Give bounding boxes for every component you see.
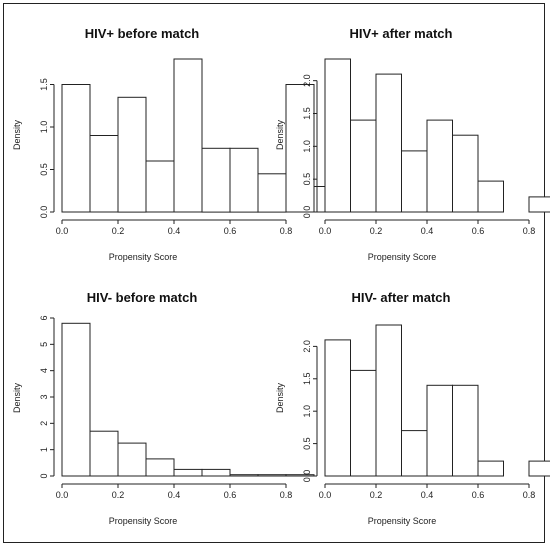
y-tick-label: 0 [39,473,49,478]
x-tick-label: 0.8 [280,226,293,236]
histogram-panel-4: HIV- after match 0.0 0.5 1.0 1.5 2.0 0.0 0.2 0.4… [275,290,550,526]
histogram-bar [401,430,428,477]
histogram-bar [426,119,453,213]
histogram-bar [477,180,504,213]
y-tick-label: 1.0 [302,140,312,153]
x-tick-label: 0.2 [370,490,383,500]
x-tick-label: 0.8 [523,490,536,500]
x-axis-label: Propensity Score [368,516,437,526]
y-tick-label: 0.5 [302,437,312,450]
y-tick-label: 0.5 [39,163,49,176]
chart-title: HIV- after match [352,290,451,305]
y-tick-label: 1.5 [39,78,49,91]
y-tick-label: 1 [39,447,49,452]
y-tick-label: 0.5 [302,173,312,186]
y-axis-label: Density [275,119,285,150]
histogram-bar [375,324,402,477]
x-tick-label: 0.4 [421,490,434,500]
histogram-bar [257,474,287,477]
histogram-panel-3: HIV- before match 0 1 2 3 4 5 6 0.0 0.2 0.4 0.6 0.8 P… [12,290,315,526]
histogram-bar [452,134,479,213]
histogram-bar [117,442,147,477]
histogram-bar [173,468,203,477]
x-tick-label: 0.4 [168,226,181,236]
y-tick-label: 0.0 [302,470,312,483]
histogram-bar [350,369,377,477]
histogram-bar [257,173,287,213]
histogram-bar [375,73,402,213]
histogram-bar [89,430,119,477]
x-tick-label: 0.4 [421,226,434,236]
y-tick-label: 0.0 [302,206,312,219]
x-tick-label: 0.4 [168,490,181,500]
chart-title: HIV- before match [87,290,198,305]
x-tick-label: 0.6 [224,490,237,500]
y-tick-label: 5 [39,342,49,347]
histogram-bar [61,322,91,477]
histogram-bar [61,84,91,213]
y-tick-label: 1.5 [302,107,312,120]
histogram-bar [145,160,175,213]
x-tick-label: 0.6 [472,490,485,500]
x-tick-label: 0.0 [56,490,69,500]
histogram-panel-2: HIV+ after match 0.0 0.5 1.0 1.5 2.0 0.0 0.2 0.4… [275,26,550,262]
x-tick-label: 0.0 [319,490,332,500]
histogram-bar [145,458,175,477]
histogram-bar [229,474,259,477]
histogram-bar [201,147,231,213]
histogram-bar [401,150,428,213]
x-tick-label: 0.0 [56,226,69,236]
x-tick-label: 0.2 [112,226,125,236]
x-tick-label: 0.8 [523,226,536,236]
x-tick-label: 0.2 [112,490,125,500]
histogram-bar [117,96,147,213]
y-tick-label: 2.0 [302,340,312,353]
y-tick-label: 1.5 [302,373,312,386]
y-tick-label: 1.0 [39,121,49,134]
y-axis-label: Density [275,382,285,413]
y-tick-label: 2 [39,421,49,426]
y-tick-label: 4 [39,368,49,373]
histogram-bar [201,468,231,477]
x-tick-label: 0.2 [370,226,383,236]
y-tick-label: 6 [39,315,49,320]
histogram-bar [324,339,351,477]
histogram-panel-1: HIV+ before match 0.0 0.5 1.0 1.5 0.0 0.2 0.4 0.… [12,26,343,262]
histogram-bar [528,460,550,477]
histogram-bar [528,196,550,213]
y-tick-label: 3 [39,394,49,399]
x-tick-label: 0.8 [280,490,293,500]
y-tick-label: 0.0 [39,206,49,219]
histogram-bar [324,58,351,213]
x-axis-label: Propensity Score [109,516,178,526]
x-axis-label: Propensity Score [109,252,178,262]
histogram-bar [285,474,315,477]
histogram-bar [426,384,453,477]
x-tick-label: 0.6 [472,226,485,236]
y-tick-label: 1.0 [302,405,312,418]
x-tick-label: 0.0 [319,226,332,236]
y-axis-label: Density [12,382,22,413]
chart-title: HIV+ after match [350,26,453,41]
histogram-bar [477,460,504,477]
histogram-bar [229,147,259,213]
histogram-bar [89,135,119,213]
y-tick-label: 2.0 [302,74,312,87]
x-axis-label: Propensity Score [368,252,437,262]
x-tick-label: 0.6 [224,226,237,236]
histogram-bar [452,384,479,477]
histogram-bar [173,58,203,213]
y-axis-label: Density [12,119,22,150]
chart-title: HIV+ before match [85,26,200,41]
histogram-bar [350,119,377,213]
histogram-bar [285,84,315,213]
